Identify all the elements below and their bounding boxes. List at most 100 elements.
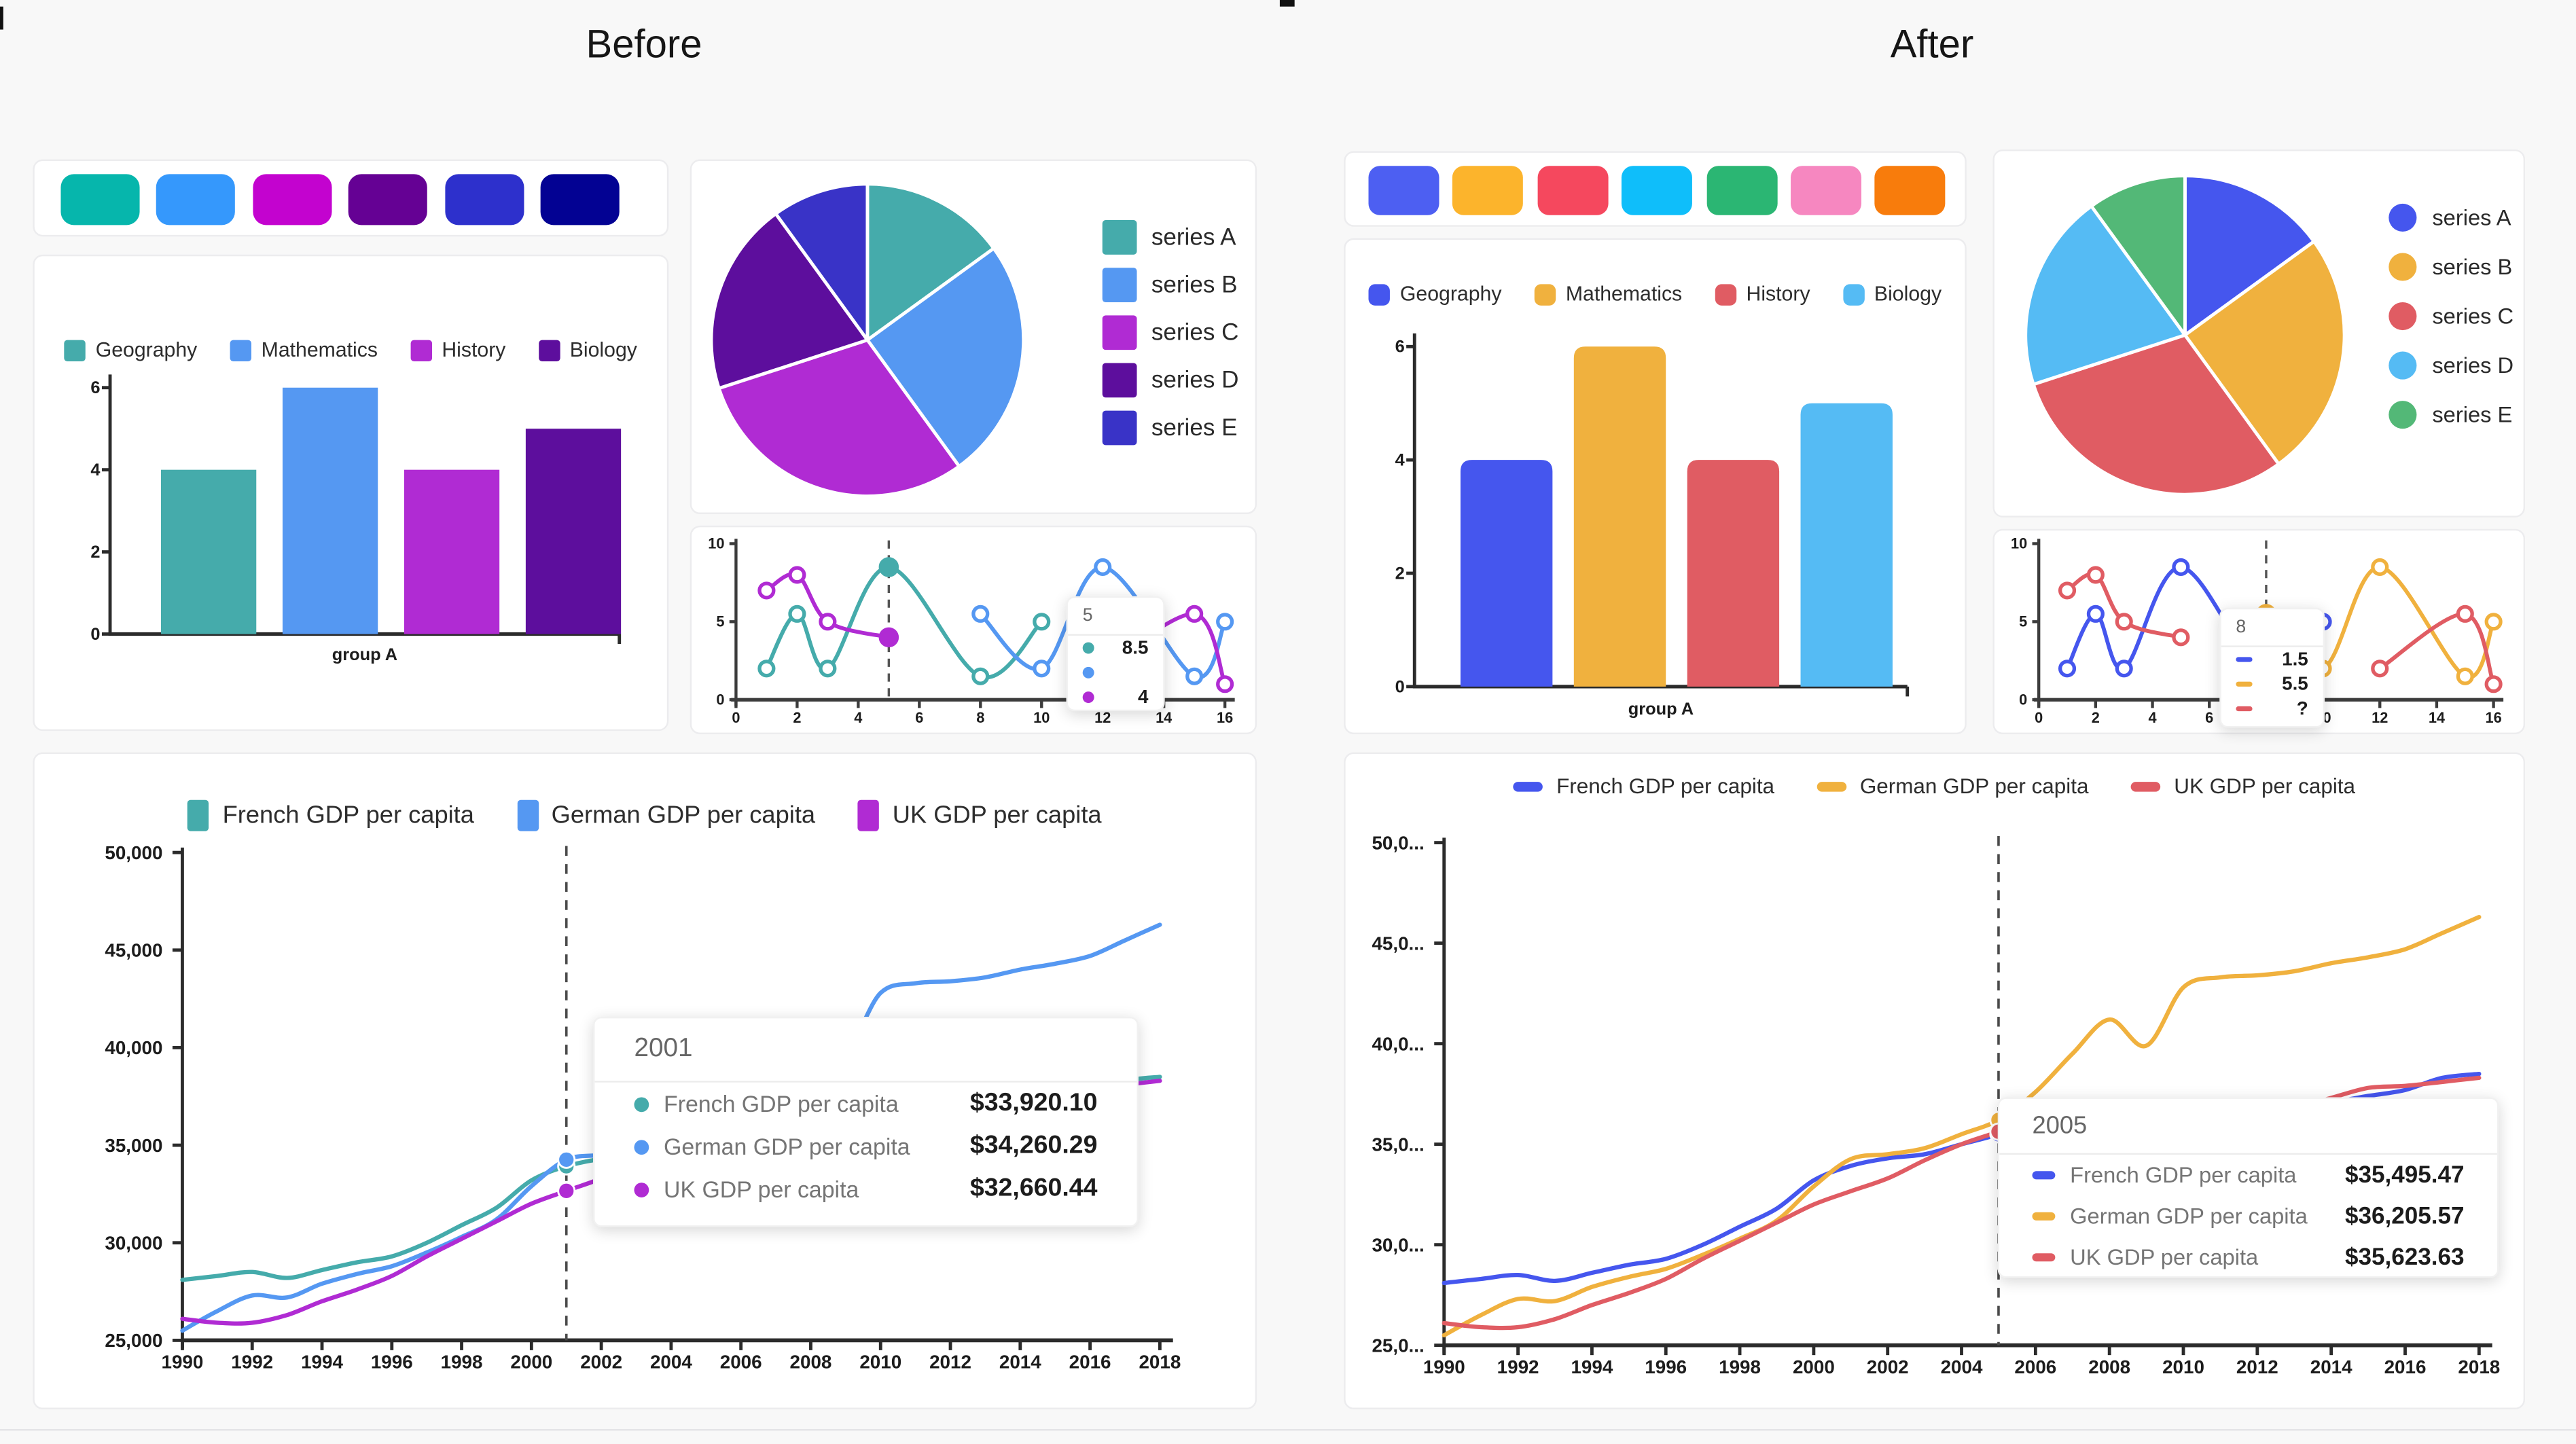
tooltip-row: UK GDP per capita $32,660.44 <box>594 1168 1137 1210</box>
tooltip-series-label: UK GDP per capita <box>664 1176 859 1203</box>
data-point-marker[interactable] <box>2172 628 2190 647</box>
x-axis-label: 2016 <box>2384 1356 2427 1377</box>
chart-plot <box>709 182 1026 498</box>
legend-item-series-c[interactable]: series C <box>1102 315 1238 350</box>
pie-slice-series-e[interactable] <box>2090 174 2187 337</box>
data-point-marker[interactable] <box>2371 558 2389 577</box>
legend-item-series-b[interactable]: series B <box>1102 268 1238 302</box>
data-point-marker[interactable] <box>971 667 990 685</box>
legend-swatch-icon <box>857 799 880 831</box>
line-series-series-3[interactable] <box>764 572 891 640</box>
after-title: After <box>1890 22 1974 68</box>
data-point-marker[interactable] <box>1185 667 1204 685</box>
legend-item-series-d[interactable]: series D <box>1102 363 1238 398</box>
data-point-marker[interactable] <box>2058 660 2077 678</box>
legend-item-mathematics[interactable]: Mathematics <box>1534 283 1682 306</box>
pie-slice-series-a[interactable] <box>865 182 996 342</box>
palette-swatch-2 <box>1452 166 1524 215</box>
pie-slice-series-d[interactable] <box>709 212 870 391</box>
legend-item-series-d[interactable]: series D <box>2389 351 2514 380</box>
legend-item-german-gdp-per-capita[interactable]: German GDP per capita <box>516 799 815 831</box>
legend-item-series-c[interactable]: series C <box>2389 302 2514 331</box>
hover-data-point-marker[interactable] <box>557 1181 576 1200</box>
bar-mathematics[interactable] <box>1573 346 1666 687</box>
legend-item-history[interactable]: History <box>1715 283 1810 306</box>
palette-swatch-3 <box>252 174 332 225</box>
y-axis-label: 4 <box>90 461 100 480</box>
x-axis-label: 2002 <box>1867 1356 1909 1377</box>
data-point-marker[interactable] <box>2484 675 2503 693</box>
legend-label: French GDP per capita <box>1556 774 1775 799</box>
bar-biology[interactable] <box>525 429 622 634</box>
tooltip-series-value: $32,660.44 <box>969 1174 1098 1203</box>
data-point-marker[interactable] <box>2115 613 2133 631</box>
legend-item-series-e[interactable]: series E <box>1102 410 1238 446</box>
bar-geography[interactable] <box>161 469 257 634</box>
bar-history[interactable] <box>404 469 500 634</box>
pie-slice-series-c[interactable] <box>717 338 961 498</box>
line-series-series-3[interactable] <box>2065 572 2183 640</box>
bar-geography[interactable] <box>1460 460 1553 687</box>
data-point-marker[interactable] <box>1033 660 1051 678</box>
legend-item-series-a[interactable]: series A <box>1102 220 1238 255</box>
hover-data-point-marker[interactable] <box>557 1150 576 1169</box>
data-point-marker[interactable] <box>757 581 776 600</box>
data-point-marker[interactable] <box>2115 660 2133 678</box>
legend-item-series-a[interactable]: series A <box>2389 203 2514 232</box>
data-point-marker[interactable] <box>971 604 990 623</box>
legend-item-geography[interactable]: Geography <box>64 338 198 361</box>
legend-item-uk-gdp-per-capita[interactable]: UK GDP per capita <box>2131 774 2355 798</box>
data-point-marker[interactable] <box>819 660 837 678</box>
legend-label: Geography <box>1399 282 1502 306</box>
data-point-marker[interactable] <box>2371 660 2389 678</box>
bar-history[interactable] <box>1687 460 1780 687</box>
pie-slice-series-b[interactable] <box>2183 240 2346 466</box>
x-axis-label: 1992 <box>1497 1356 1539 1377</box>
pie-slice-series-b[interactable] <box>865 247 1026 468</box>
line-series-series-1[interactable] <box>764 565 1044 680</box>
legend-item-biology[interactable]: Biology <box>538 338 637 361</box>
legend-label: series B <box>1151 272 1238 298</box>
legend-item-french-gdp-per-capita[interactable]: French GDP per capita <box>187 799 474 831</box>
data-point-marker[interactable] <box>2086 566 2105 584</box>
pie-slice-series-c[interactable] <box>2031 333 2280 497</box>
legend-item-series-b[interactable]: series B <box>2389 253 2514 281</box>
legend-item-series-e[interactable]: series E <box>2389 401 2514 429</box>
legend-item-biology[interactable]: Biology <box>1842 283 1942 306</box>
data-point-marker[interactable] <box>1216 613 1234 631</box>
line-series-german-gdp-per-capita[interactable] <box>1442 915 2482 1338</box>
data-point-marker[interactable] <box>2484 613 2503 631</box>
data-point-marker[interactable] <box>757 660 776 678</box>
data-point-marker[interactable] <box>878 557 899 577</box>
bar-biology[interactable] <box>1800 403 1893 687</box>
legend-item-french-gdp-per-capita[interactable]: French GDP per capita <box>1514 774 1774 798</box>
data-point-marker[interactable] <box>788 604 806 623</box>
bar-mathematics[interactable] <box>282 387 378 634</box>
data-point-marker[interactable] <box>878 627 899 648</box>
data-point-marker[interactable] <box>1094 558 1112 577</box>
y-axis-label: 6 <box>1395 338 1405 357</box>
data-point-marker[interactable] <box>2456 604 2474 623</box>
data-point-marker[interactable] <box>1033 613 1051 631</box>
pie-slice-series-d[interactable] <box>2024 204 2187 386</box>
tooltip-series-marker-icon <box>2236 681 2253 687</box>
legend-item-geography[interactable]: Geography <box>1368 282 1502 306</box>
data-point-marker[interactable] <box>2086 604 2105 623</box>
legend-item-uk-gdp-per-capita[interactable]: UK GDP per capita <box>857 799 1102 831</box>
data-point-marker[interactable] <box>1216 675 1234 693</box>
legend-item-history[interactable]: History <box>410 338 505 361</box>
legend-swatch-icon <box>2389 351 2418 380</box>
data-point-marker[interactable] <box>788 566 806 584</box>
data-point-marker[interactable] <box>819 613 837 631</box>
data-point-marker[interactable] <box>1185 604 1204 623</box>
data-point-marker[interactable] <box>2172 558 2190 577</box>
pie-slice-series-e[interactable] <box>774 182 870 342</box>
pie-slice-series-a[interactable] <box>2183 174 2316 337</box>
legend-swatch-icon <box>1102 268 1137 302</box>
data-point-marker[interactable] <box>2058 581 2077 600</box>
legend-item-german-gdp-per-capita[interactable]: German GDP per capita <box>1817 774 2089 798</box>
legend-item-mathematics[interactable]: Mathematics <box>230 338 378 361</box>
data-point-marker[interactable] <box>2456 667 2474 685</box>
x-axis-label: 2000 <box>510 1352 552 1373</box>
